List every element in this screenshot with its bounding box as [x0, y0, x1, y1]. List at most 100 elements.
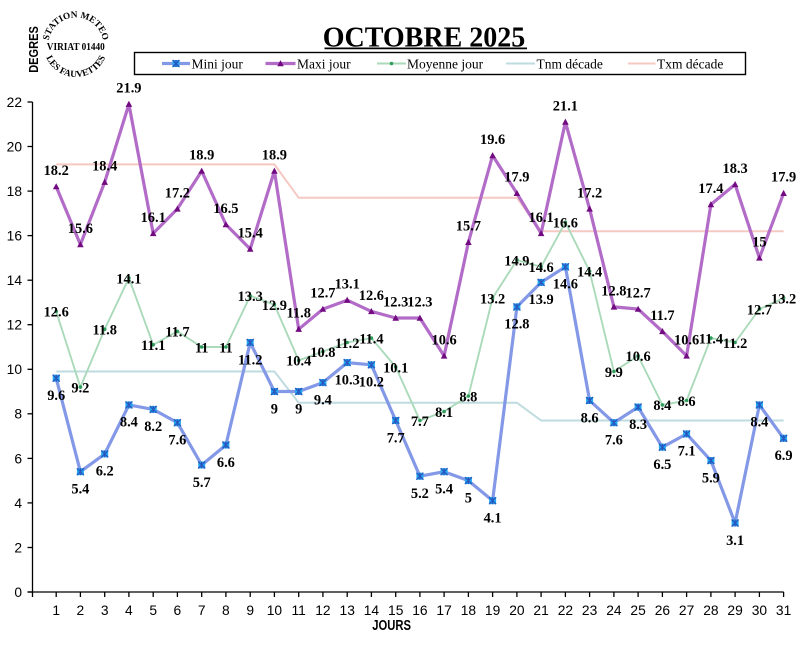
svg-text:7.7: 7.7	[387, 430, 405, 446]
svg-text:28: 28	[703, 603, 719, 618]
svg-text:11.8: 11.8	[287, 306, 311, 322]
svg-text:9.6: 9.6	[47, 388, 65, 404]
svg-text:7.7: 7.7	[411, 414, 429, 430]
svg-text:12.7: 12.7	[310, 286, 335, 302]
svg-text:20: 20	[7, 139, 23, 154]
svg-text:17.9: 17.9	[771, 170, 796, 186]
svg-text:8.2: 8.2	[144, 419, 162, 435]
svg-text:Txm décade: Txm décade	[657, 57, 723, 72]
svg-text:7.6: 7.6	[168, 433, 186, 449]
svg-text:16.1: 16.1	[141, 210, 166, 226]
svg-text:30: 30	[752, 603, 768, 618]
svg-text:8.6: 8.6	[581, 410, 599, 426]
svg-text:18.4: 18.4	[92, 159, 117, 175]
svg-text:24: 24	[606, 603, 622, 618]
svg-text:22: 22	[7, 95, 22, 110]
svg-text:11.4: 11.4	[699, 331, 723, 347]
svg-text:11.4: 11.4	[359, 331, 383, 347]
svg-text:8.6: 8.6	[678, 394, 696, 410]
svg-text:0: 0	[14, 585, 22, 600]
svg-text:5: 5	[465, 490, 472, 506]
svg-text:Maxi jour: Maxi jour	[297, 57, 351, 72]
svg-text:23: 23	[582, 603, 598, 618]
svg-text:8.1: 8.1	[435, 405, 453, 421]
svg-text:13.2: 13.2	[771, 291, 796, 307]
svg-text:Tnm décade: Tnm décade	[537, 57, 603, 72]
svg-text:12.8: 12.8	[601, 283, 626, 299]
svg-text:7.6: 7.6	[605, 433, 623, 449]
svg-text:16.1: 16.1	[529, 210, 554, 226]
svg-text:8: 8	[14, 407, 22, 422]
svg-text:13.1: 13.1	[335, 277, 360, 293]
svg-text:12: 12	[7, 318, 22, 333]
svg-text:17.9: 17.9	[504, 170, 529, 186]
svg-text:15.6: 15.6	[68, 221, 93, 237]
svg-text:10.3: 10.3	[335, 372, 360, 388]
svg-text:13.9: 13.9	[529, 292, 554, 308]
svg-text:18.9: 18.9	[189, 147, 214, 163]
svg-text:19.6: 19.6	[480, 132, 505, 148]
svg-text:15.7: 15.7	[456, 219, 481, 235]
svg-text:10.6: 10.6	[674, 332, 699, 348]
svg-text:12.8: 12.8	[504, 317, 529, 333]
svg-text:9.4: 9.4	[314, 392, 332, 408]
svg-text:11.1: 11.1	[141, 338, 165, 354]
svg-text:14: 14	[364, 603, 380, 618]
svg-text:12.7: 12.7	[747, 302, 772, 318]
svg-text:9: 9	[295, 401, 302, 417]
svg-text:12: 12	[315, 603, 330, 618]
svg-text:8.3: 8.3	[629, 417, 647, 433]
svg-text:11.8: 11.8	[93, 323, 117, 339]
svg-text:10: 10	[7, 362, 23, 377]
svg-text:15: 15	[388, 603, 404, 618]
svg-text:10.6: 10.6	[626, 349, 651, 365]
svg-text:18.9: 18.9	[262, 147, 287, 163]
svg-text:6.2: 6.2	[96, 464, 114, 480]
svg-text:1: 1	[52, 603, 60, 618]
svg-text:14: 14	[7, 273, 23, 288]
svg-text:17: 17	[436, 603, 451, 618]
svg-text:4: 4	[125, 603, 133, 618]
svg-text:11: 11	[195, 340, 209, 356]
svg-text:5.7: 5.7	[193, 475, 211, 491]
svg-text:9.9: 9.9	[605, 365, 623, 381]
svg-text:VIRIAT 01440: VIRIAT 01440	[47, 41, 105, 53]
svg-text:10.4: 10.4	[286, 354, 311, 370]
svg-text:10.1: 10.1	[383, 360, 408, 376]
svg-text:14.4: 14.4	[577, 265, 602, 281]
svg-text:7.1: 7.1	[678, 444, 696, 460]
svg-text:11.7: 11.7	[650, 308, 674, 324]
svg-text:19: 19	[485, 603, 501, 618]
svg-text:14.6: 14.6	[553, 277, 578, 293]
svg-text:2: 2	[77, 603, 85, 618]
svg-text:11: 11	[292, 603, 306, 618]
svg-text:27: 27	[679, 603, 694, 618]
svg-text:7: 7	[198, 603, 206, 618]
svg-text:13.2: 13.2	[480, 291, 505, 307]
svg-text:5.9: 5.9	[702, 470, 720, 486]
svg-text:5.2: 5.2	[411, 486, 429, 502]
svg-text:11: 11	[219, 340, 233, 356]
svg-text:9.2: 9.2	[71, 380, 89, 396]
svg-text:4.1: 4.1	[484, 511, 502, 527]
svg-text:6: 6	[174, 603, 182, 618]
svg-text:Mini jour: Mini jour	[192, 57, 244, 72]
svg-text:5.4: 5.4	[71, 482, 89, 498]
svg-text:26: 26	[655, 603, 671, 618]
svg-text:15.4: 15.4	[238, 225, 263, 241]
svg-text:12.3: 12.3	[383, 294, 408, 310]
svg-text:11.2: 11.2	[238, 352, 262, 368]
svg-text:20: 20	[509, 603, 525, 618]
svg-text:10: 10	[267, 603, 283, 618]
svg-text:9: 9	[271, 401, 278, 417]
svg-text:11.7: 11.7	[165, 325, 189, 341]
svg-text:DEGRES: DEGRES	[26, 26, 41, 73]
svg-text:14.6: 14.6	[529, 260, 554, 276]
svg-text:13: 13	[340, 603, 356, 618]
svg-text:5.4: 5.4	[435, 482, 453, 498]
svg-text:13.3: 13.3	[238, 289, 263, 305]
svg-text:12.9: 12.9	[262, 298, 287, 314]
svg-text:10.8: 10.8	[310, 345, 335, 361]
svg-text:18.3: 18.3	[723, 161, 748, 177]
svg-text:18: 18	[7, 184, 23, 199]
